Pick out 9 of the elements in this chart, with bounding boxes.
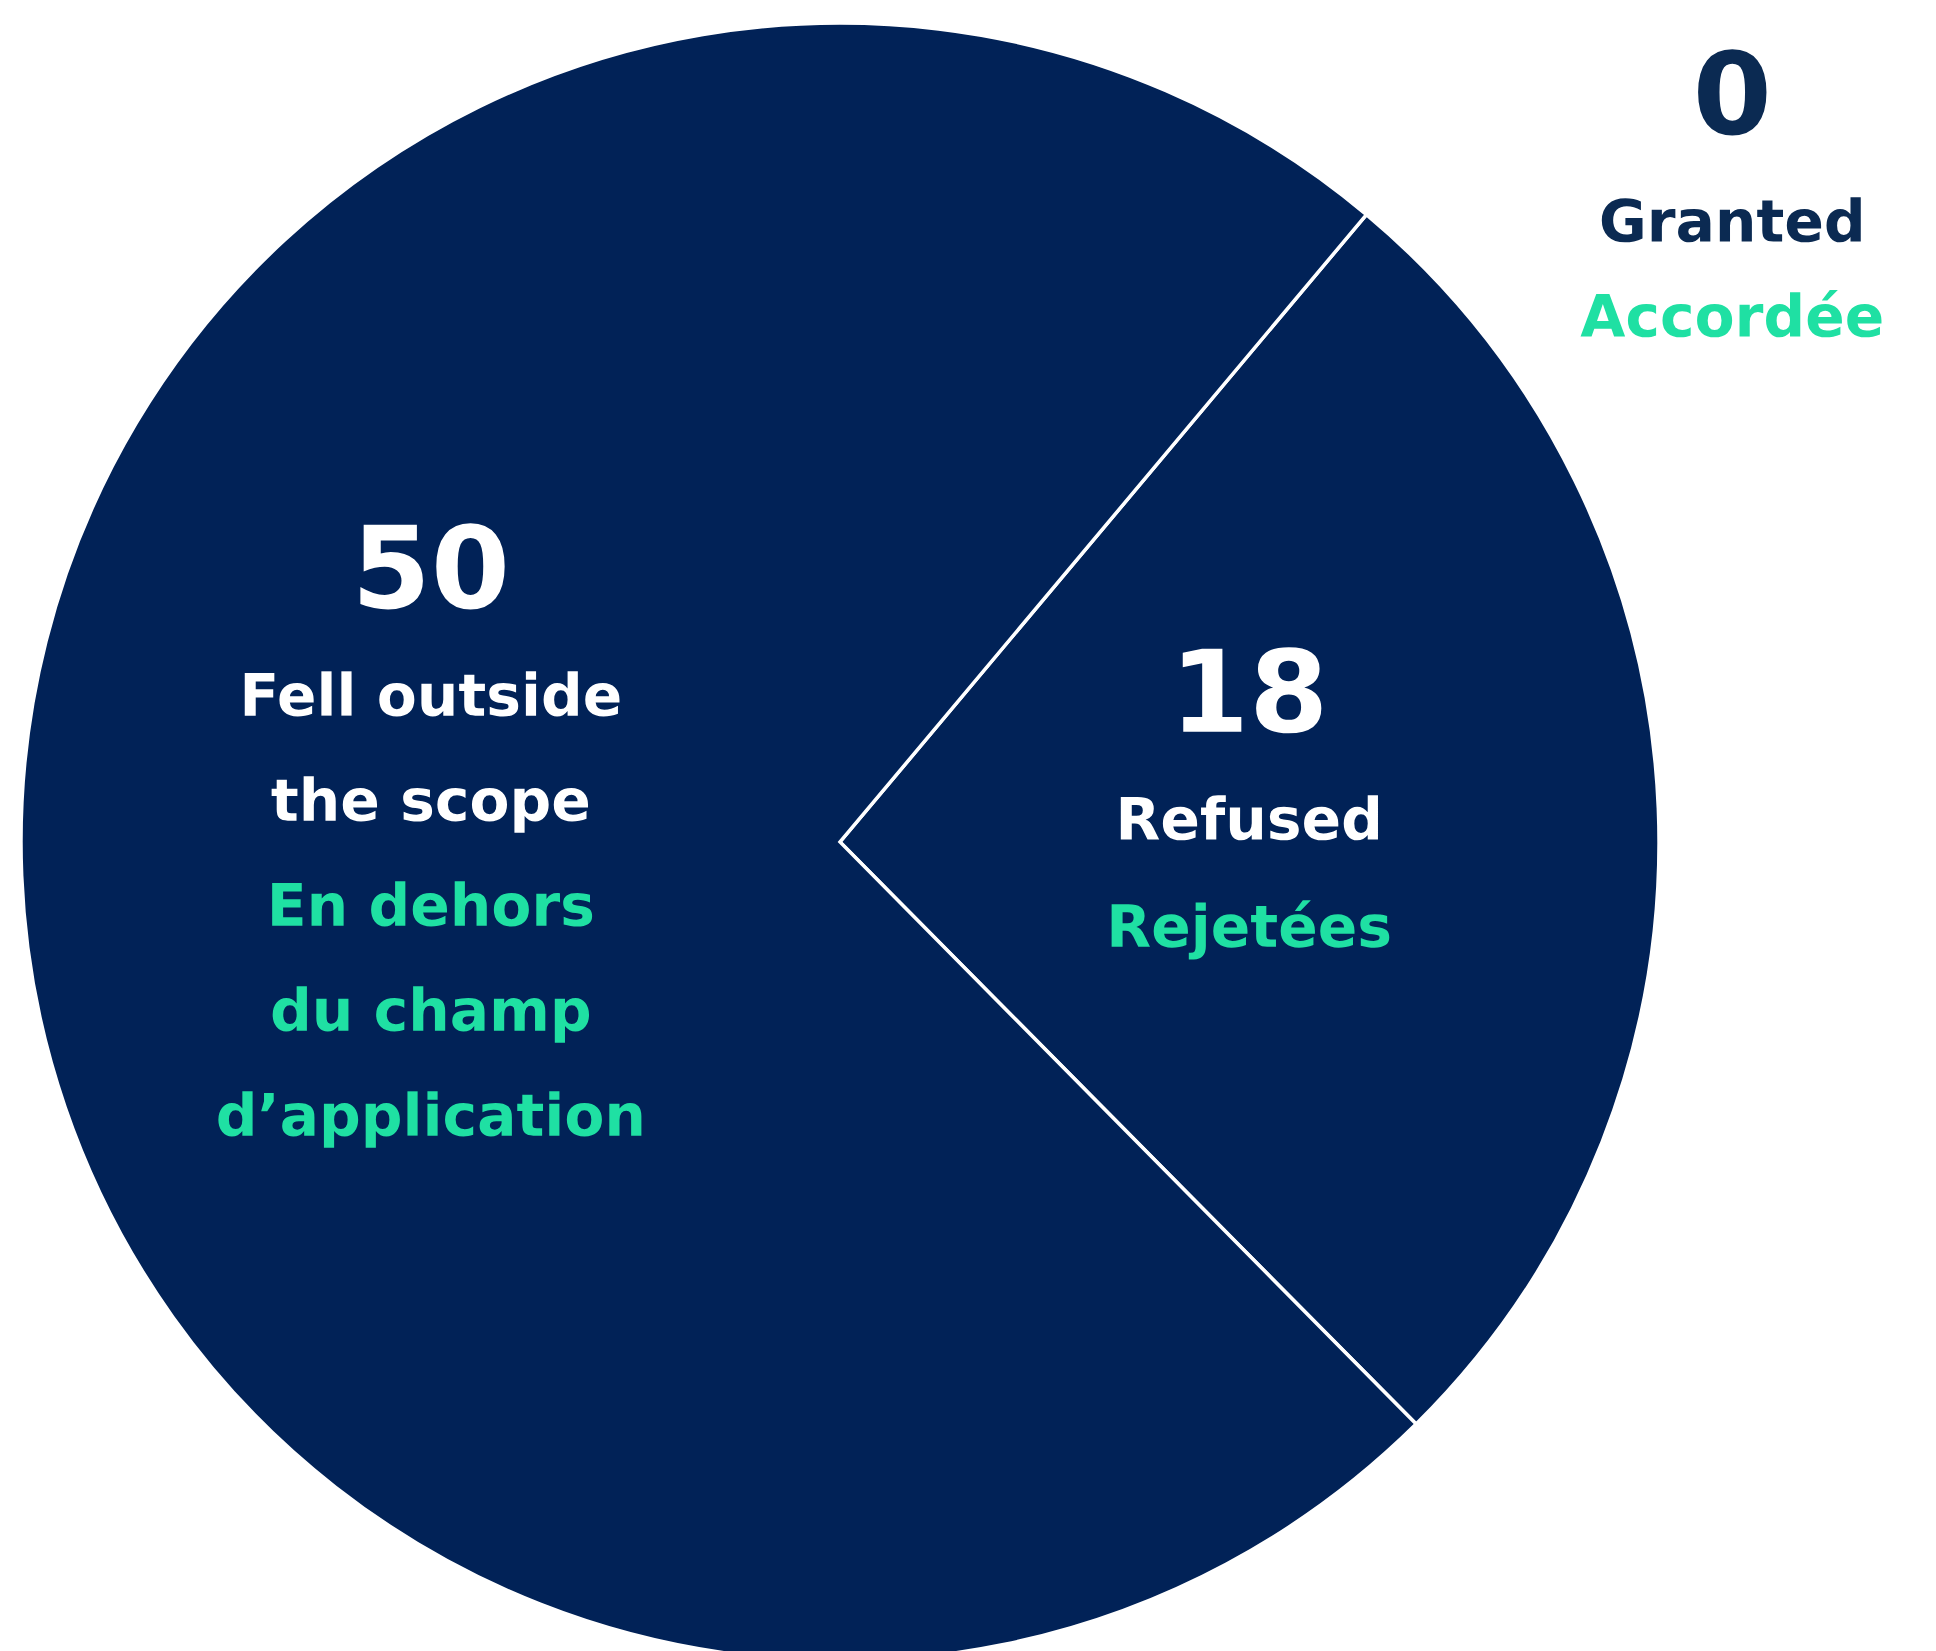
data-label: 50 [360,523,505,610]
text: Accordée [1580,289,1882,338]
slice-label: Fell outside the scope [244,671,620,833]
data-label: 18 [1182,647,1322,734]
category-label: Granted [1601,197,1861,243]
slice-label: Refused [1120,795,1378,841]
text: Rejetées [1111,900,1390,960]
text: 0 [1698,49,1767,136]
text: En dehors du champ d’application [218,881,642,1148]
